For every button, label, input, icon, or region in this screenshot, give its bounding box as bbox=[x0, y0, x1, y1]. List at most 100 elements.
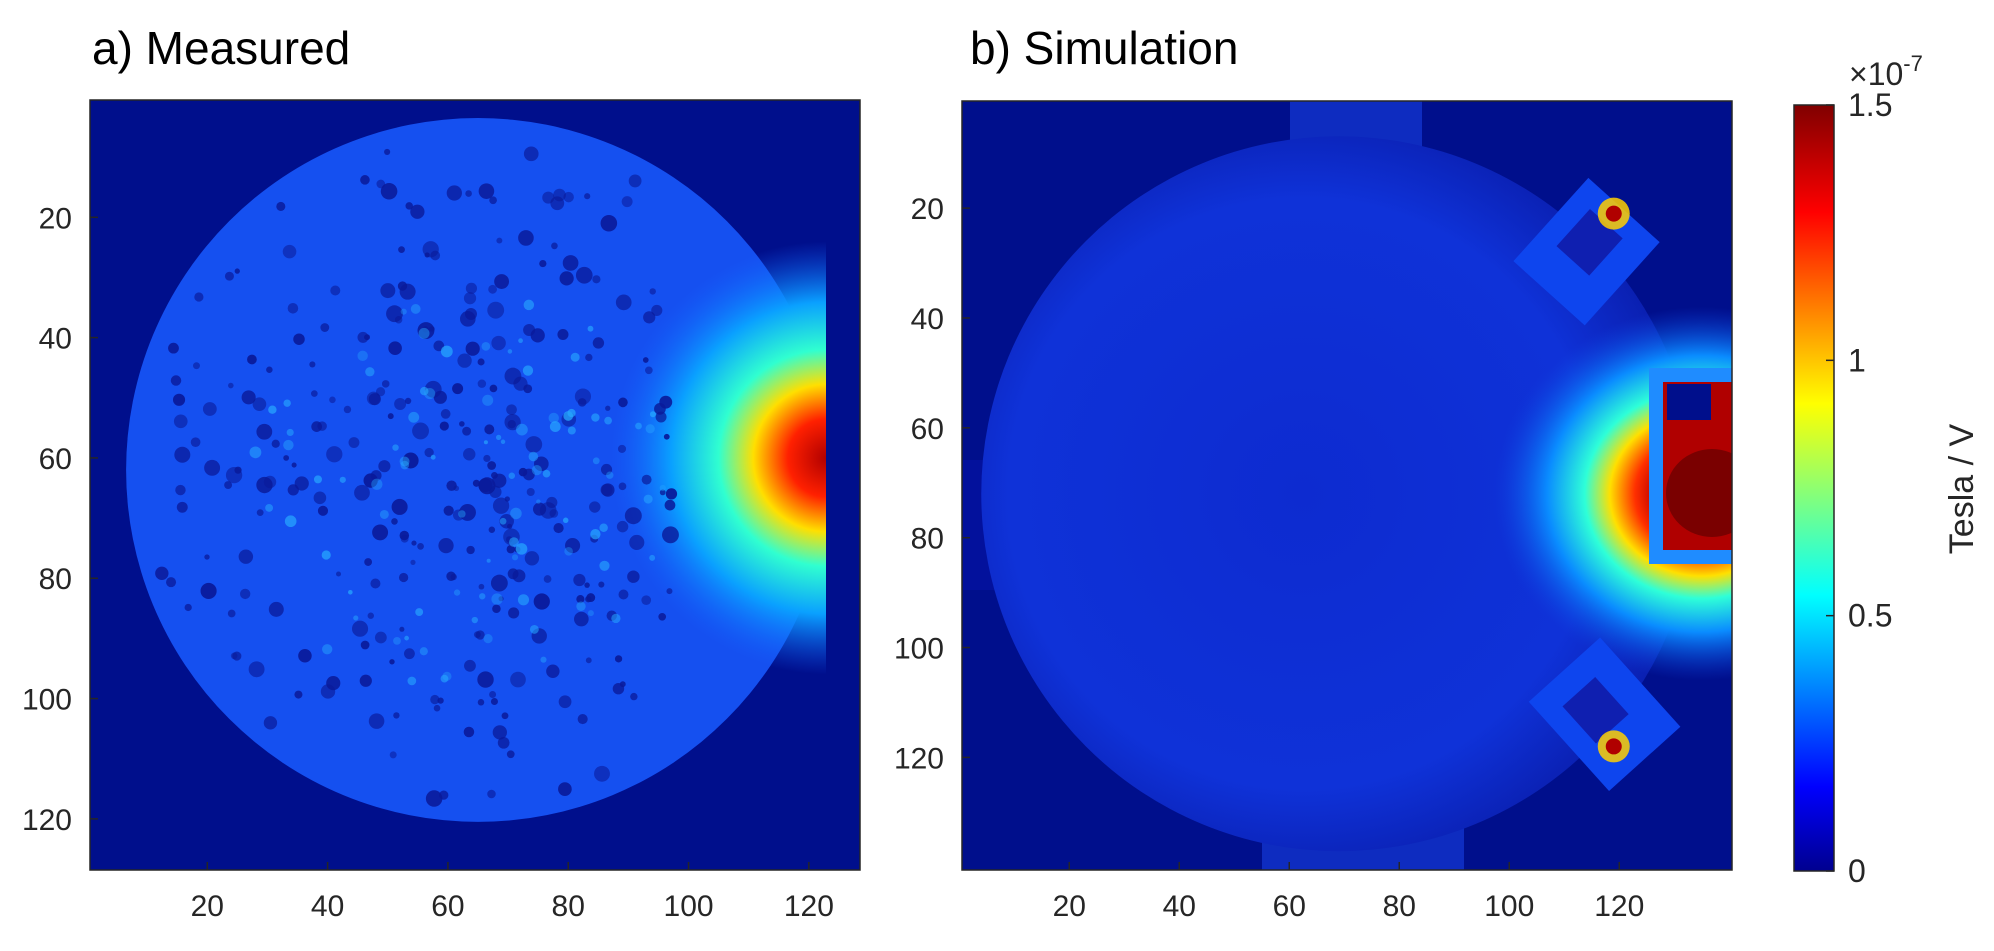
speckle-highlight bbox=[408, 411, 420, 423]
speckle-dot bbox=[459, 421, 465, 427]
speckle-dot bbox=[391, 518, 398, 525]
speckle-highlight bbox=[649, 411, 656, 418]
speckle-dot bbox=[429, 326, 435, 332]
speckle-highlight bbox=[399, 456, 410, 467]
speckle-dot bbox=[398, 246, 405, 253]
speckle-dot bbox=[202, 402, 217, 416]
simulation-ticks: 20 40 60 80 100 120 20 40 60 80 100 120 bbox=[894, 193, 1644, 923]
speckle-dot bbox=[465, 341, 480, 356]
speckle-dot bbox=[389, 751, 397, 759]
point-source bbox=[1605, 205, 1622, 222]
speckle-dot bbox=[224, 271, 234, 281]
speckle-highlight bbox=[353, 615, 359, 621]
speckle-highlight bbox=[606, 471, 614, 479]
speckle-dot bbox=[271, 439, 280, 448]
speckle-dot bbox=[477, 358, 485, 366]
speckle-dot bbox=[394, 397, 407, 410]
x-tick-label: 20 bbox=[1053, 890, 1086, 923]
speckle-dot bbox=[410, 204, 425, 219]
speckle-dot bbox=[446, 185, 462, 201]
speckle-dot bbox=[291, 462, 297, 468]
speckle-dot bbox=[489, 196, 497, 205]
speckle-dot bbox=[616, 520, 629, 533]
speckle-dot bbox=[343, 405, 352, 414]
speckle-dot bbox=[190, 437, 201, 448]
speckle-dot bbox=[404, 397, 412, 405]
speckle-highlight bbox=[509, 537, 519, 547]
x-tick-label: 60 bbox=[1273, 890, 1306, 923]
speckle-dot bbox=[477, 379, 487, 388]
speckle-dot bbox=[624, 507, 642, 525]
speckle-dot bbox=[256, 509, 264, 517]
speckle-dot bbox=[287, 303, 299, 314]
speckle-highlight bbox=[482, 394, 494, 406]
speckle-dot bbox=[489, 691, 497, 698]
speckle-dot bbox=[498, 596, 504, 602]
x-tick-label: 40 bbox=[311, 890, 344, 923]
speckle-highlight bbox=[479, 593, 486, 600]
speckle-dot bbox=[384, 148, 391, 155]
speckle-dot bbox=[506, 545, 515, 554]
speckle-dot bbox=[193, 362, 200, 370]
y-tick-label: 40 bbox=[911, 303, 944, 336]
speckle-highlight bbox=[599, 560, 610, 571]
speckle-dot bbox=[354, 484, 370, 501]
speckle-dot bbox=[241, 390, 256, 405]
speckle-dot bbox=[465, 282, 478, 294]
speckle-dot bbox=[459, 503, 476, 521]
speckle-dot bbox=[443, 505, 454, 516]
speckle-highlight bbox=[486, 558, 491, 563]
speckle-dot bbox=[430, 694, 440, 705]
speckle-highlight bbox=[419, 386, 429, 396]
speckle-dot bbox=[234, 466, 242, 474]
speckle-dot bbox=[659, 489, 666, 496]
speckle-highlight bbox=[570, 352, 580, 362]
speckle-highlight bbox=[410, 304, 421, 314]
speckle-dot bbox=[477, 671, 494, 688]
speckle-dot bbox=[666, 588, 673, 595]
speckle-dot bbox=[374, 631, 387, 644]
simulation-point-sources bbox=[1597, 197, 1630, 763]
speckle-dot bbox=[293, 333, 305, 345]
speckle-dot bbox=[170, 375, 182, 386]
speckle-dot bbox=[504, 414, 521, 431]
speckle-dot bbox=[446, 571, 456, 581]
speckle-dot bbox=[543, 575, 552, 583]
speckle-dot bbox=[600, 463, 613, 476]
measured-hotspot bbox=[610, 241, 860, 675]
speckle-dot bbox=[518, 230, 534, 246]
speckle-dot bbox=[489, 384, 498, 393]
speckle-highlight bbox=[522, 365, 534, 376]
speckle-dot bbox=[294, 690, 303, 699]
speckle-highlight bbox=[483, 633, 493, 644]
speckle-highlight bbox=[268, 405, 277, 414]
speckle-dot bbox=[465, 190, 472, 197]
speckle-dot bbox=[594, 765, 610, 782]
speckle-highlight bbox=[587, 325, 594, 332]
speckle-dot bbox=[522, 468, 535, 481]
speckle-dot bbox=[256, 423, 273, 440]
speckle-dot bbox=[438, 538, 454, 554]
speckle-dot bbox=[478, 478, 493, 493]
speckle-dot bbox=[252, 397, 267, 411]
speckle-highlight bbox=[528, 451, 539, 462]
speckle-dot bbox=[398, 572, 409, 583]
speckle-highlight bbox=[643, 494, 653, 504]
speckle-highlight bbox=[567, 426, 576, 435]
y-tick-label: 100 bbox=[22, 684, 72, 717]
speckle-highlight bbox=[322, 644, 333, 655]
speckle-dot bbox=[585, 657, 592, 664]
colorbar-multiplier: ×10-7 bbox=[1849, 51, 1923, 92]
speckle-highlight bbox=[371, 478, 383, 490]
speckle-dot bbox=[440, 409, 451, 419]
speckle-dot bbox=[574, 611, 589, 627]
speckle-highlight bbox=[604, 416, 612, 425]
speckle-highlight bbox=[283, 399, 291, 407]
speckle-highlight bbox=[471, 616, 478, 624]
speckle-dot bbox=[466, 545, 475, 555]
speckle-dot bbox=[320, 323, 330, 332]
speckle-highlight bbox=[430, 454, 436, 460]
speckle-highlight bbox=[392, 444, 399, 451]
speckle-highlight bbox=[518, 338, 523, 344]
speckle-highlight bbox=[567, 408, 576, 418]
